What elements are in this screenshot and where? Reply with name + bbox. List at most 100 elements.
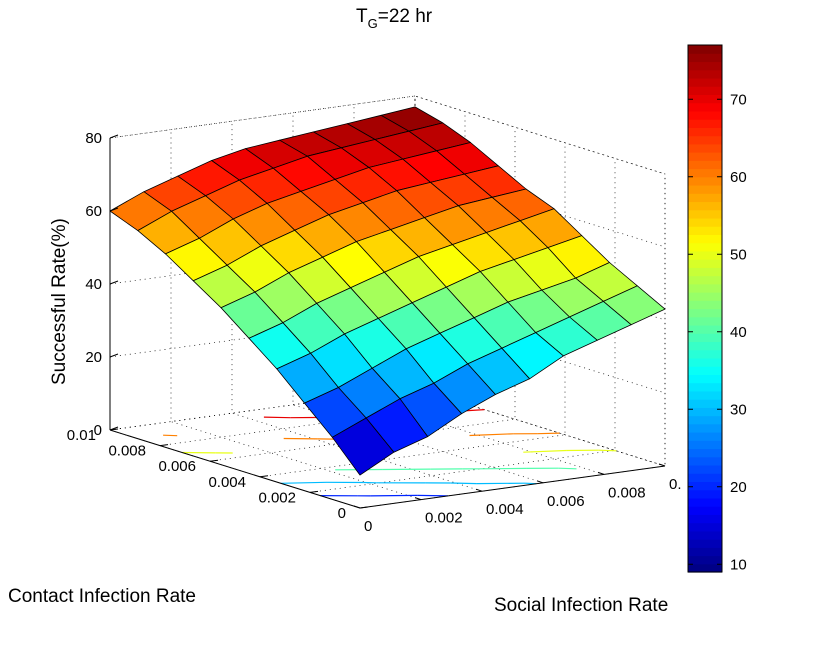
y-tick-mark [109,428,119,431]
y-tick-mark [209,459,219,462]
colorbar-band [688,86,722,95]
y-axis-line [109,429,361,509]
x-axis-line [359,465,666,509]
colorbar-band [688,489,722,499]
colorbar-band [688,415,722,425]
colorbar-band [688,267,722,277]
colorbar-band [688,522,722,532]
colorbar-tick-label: 30 [730,401,747,418]
colorbar-band [688,160,722,170]
colorbar-band [688,366,722,375]
x-tick-label: 0.004 [486,501,524,518]
z-tick-mark [109,207,119,212]
colorbar-band [688,69,722,79]
contour-segment [558,467,577,470]
colorbar-band [688,308,722,318]
z-tick-mark [109,353,119,358]
colorbar-band [688,456,722,466]
colorbar-band [688,119,722,128]
z-axis-label: Successful Rate(%) [49,218,70,385]
colorbar-band [688,349,722,359]
contour-segment [598,449,617,452]
y-tick-label: 0.002 [258,489,296,506]
contour-segment [263,416,291,419]
colorbar-band [688,176,722,186]
x-tick-label: 0.008 [608,484,646,501]
colorbar-band [688,324,722,334]
colorbar-band [688,226,722,235]
x-tick-label: 0. [669,476,682,493]
z-tick-mark [109,280,119,285]
z-tick-label: 60 [85,203,102,220]
colorbar-band [688,390,722,400]
colorbar-band [688,481,722,491]
colorbar-band [688,555,722,565]
colorbar-band [688,497,722,507]
colorbar-band [688,423,722,433]
y-axis-label: Contact Infection Rate [8,586,196,607]
colorbar-tick-label: 50 [730,246,747,263]
contour-segment [450,482,477,485]
x-tick-mark [475,488,483,492]
contour-segment [469,433,514,437]
z-tick-label: 40 [85,276,102,293]
colorbar-band [688,250,722,260]
colorbar-band [688,300,722,310]
y-tick-mark [359,506,369,509]
colorbar-band [688,374,722,384]
contour-segment [537,432,560,435]
colorbar-band [688,547,722,557]
colorbar-tick-label: 10 [730,556,747,573]
colorbar-band [688,530,722,540]
colorbar-band [688,506,722,515]
colorbar-band [688,399,722,408]
colorbar-band [688,77,722,87]
x-tick-mark [658,463,666,467]
colorbar-tick-label: 70 [730,91,747,108]
colorbar-band [688,292,722,301]
y-tick-label: 0.008 [108,443,146,460]
contour-segment [417,494,449,497]
colorbar-band [688,242,722,252]
x-tick-label: 0.006 [547,493,585,510]
colorbar-band [688,357,722,367]
colorbar-band [688,275,722,285]
x-tick-mark [536,480,544,484]
z-tick-label: 20 [85,349,102,366]
surface-patch [331,417,395,476]
colorbar-band [688,102,722,112]
colorbar-band [688,184,722,194]
x-axis-label: Social Infection Rate [494,595,668,616]
colorbar: 10 20 30 40 50 60 70 [687,44,747,573]
colorbar-band [688,440,722,450]
colorbar-band [688,45,722,54]
colorbar-band [688,316,722,326]
colorbar-band [688,341,722,351]
colorbar-band [688,217,722,227]
contour-segment [523,449,567,453]
colorbar-frame [687,44,723,573]
colorbar-band [688,201,722,211]
x-tick-label: 0 [364,518,372,535]
colorbar-band [688,448,722,458]
colorbar-band [688,110,722,120]
colorbar-band [688,473,722,483]
colorbar-band [688,382,722,392]
colorbar-band [688,407,722,417]
colorbar-band [688,563,722,573]
colorbar-band [688,94,722,104]
x-tick-mark [597,471,605,475]
colorbar-band [688,259,722,268]
y-tick-label: 0.006 [158,458,196,475]
colorbar-band [688,539,722,548]
z-tick-label: 80 [85,130,102,147]
x-tick-mark [353,505,361,509]
colorbar-band [688,432,722,441]
colorbar-band [688,53,722,63]
colorbar-band [688,143,722,153]
y-tick-mark [259,475,269,478]
colorbar-band [688,193,722,203]
y-tick-label: 0.01 [67,427,96,444]
surface-mesh [109,106,666,476]
